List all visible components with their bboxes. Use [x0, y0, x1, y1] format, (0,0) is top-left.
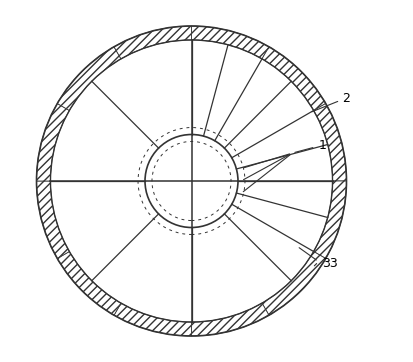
Text: 1: 1: [318, 139, 326, 152]
Text: 33: 33: [321, 257, 337, 270]
Wedge shape: [57, 252, 121, 315]
Wedge shape: [191, 26, 268, 59]
Wedge shape: [313, 104, 346, 181]
Wedge shape: [114, 303, 191, 336]
Circle shape: [145, 135, 237, 227]
Text: 2: 2: [341, 92, 349, 105]
Wedge shape: [114, 26, 191, 59]
Wedge shape: [57, 47, 121, 110]
Wedge shape: [191, 303, 268, 336]
Wedge shape: [261, 47, 325, 110]
Wedge shape: [313, 181, 346, 258]
Wedge shape: [36, 104, 69, 181]
Wedge shape: [36, 181, 69, 258]
Wedge shape: [261, 252, 325, 315]
